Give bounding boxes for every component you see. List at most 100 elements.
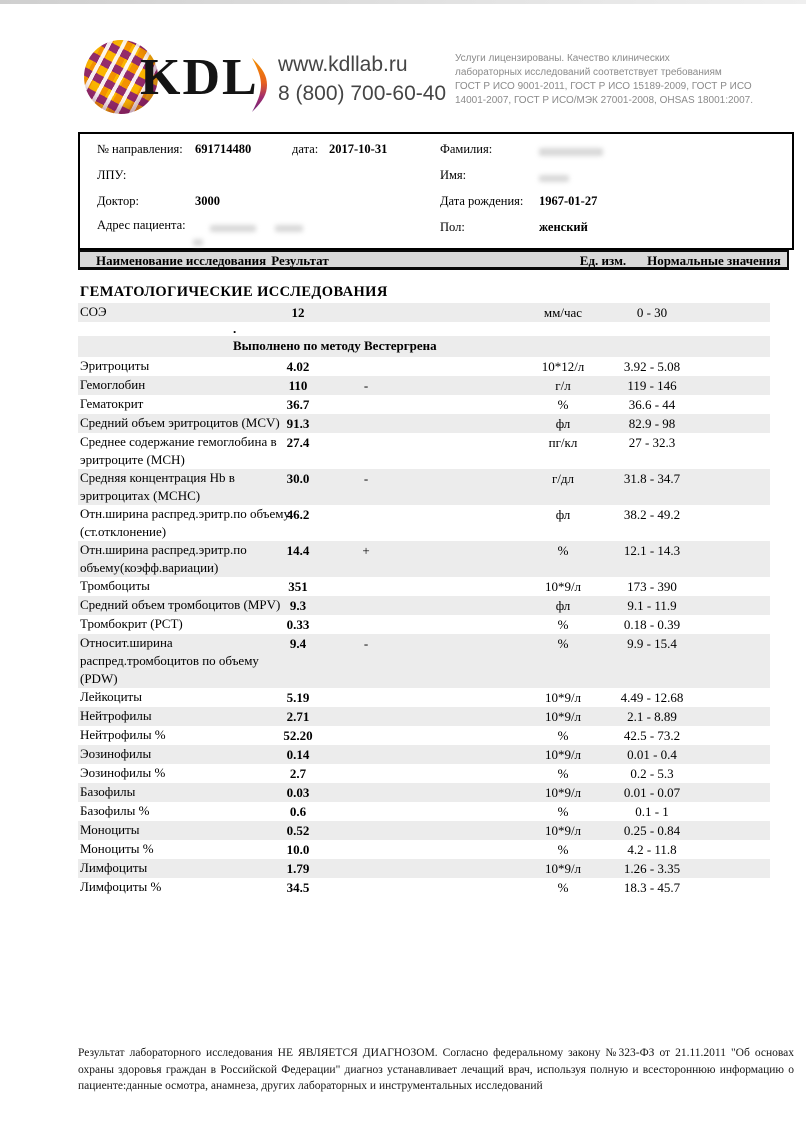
table-row: Базофилы % 0.6 % 0.1 - 1 bbox=[78, 802, 770, 821]
normal-range: 36.6 - 44 bbox=[628, 397, 676, 412]
sex-field: Пол: bbox=[440, 220, 465, 234]
logo-swoosh-icon bbox=[247, 57, 271, 118]
test-name: Отн.ширина распред.эритр.по объему (ст.о… bbox=[80, 506, 290, 539]
firstname-redacted bbox=[539, 170, 569, 185]
table-row: Лимфоциты % 34.5 % 18.3 - 45.7 bbox=[78, 878, 770, 897]
normal-range: 9.1 - 11.9 bbox=[627, 598, 677, 613]
kdl-logo-text: KDL bbox=[140, 49, 259, 106]
test-result: 52.20 bbox=[283, 728, 313, 743]
test-result: 36.7 bbox=[286, 397, 310, 412]
result-flag: - bbox=[363, 378, 369, 393]
redacted-smudge bbox=[210, 224, 256, 232]
test-name: Базофилы % bbox=[80, 803, 150, 818]
referral-value: 691714480 bbox=[195, 142, 252, 156]
comment-row: . bbox=[233, 321, 237, 336]
test-name: Базофилы bbox=[80, 784, 136, 799]
normal-range: 173 - 390 bbox=[627, 579, 677, 594]
scan-edge bbox=[0, 0, 806, 4]
surname-redacted bbox=[539, 144, 603, 159]
table-header-bar: Наименование исследования Результат Ед. … bbox=[78, 250, 789, 270]
column-header-name: Наименование исследования bbox=[96, 253, 267, 268]
lpu-field: ЛПУ: bbox=[97, 168, 127, 182]
test-result: 14.4 bbox=[286, 543, 310, 558]
test-unit: % bbox=[557, 636, 569, 651]
contact-block: www.kdllab.ru 8 (800) 700-60-40 bbox=[278, 50, 446, 108]
table-row: Базофилы 0.03 10*9/л 0.01 - 0.07 bbox=[78, 783, 770, 802]
doctor-value: 3000 bbox=[195, 194, 220, 208]
normal-range: 119 - 146 bbox=[627, 378, 677, 393]
table-row: Лимфоциты 1.79 10*9/л 1.26 - 3.35 bbox=[78, 859, 770, 878]
test-result: 110 bbox=[288, 378, 308, 393]
normal-range: 31.8 - 34.7 bbox=[623, 471, 681, 486]
test-result: 0.33 bbox=[286, 617, 310, 632]
normal-range: 4.49 - 12.68 bbox=[620, 690, 684, 705]
test-unit: 10*9/л bbox=[544, 823, 582, 838]
normal-range: 0 - 30 bbox=[636, 305, 668, 320]
test-name: Эозинофилы % bbox=[80, 765, 166, 780]
certification-text: Услуги лицензированы. Качество клиническ… bbox=[455, 52, 800, 108]
test-unit: фл bbox=[555, 416, 571, 431]
test-unit: 10*9/л bbox=[544, 747, 582, 762]
sex-value: женский bbox=[539, 220, 588, 234]
result-flag: + bbox=[362, 543, 370, 558]
normal-range: 9.9 - 15.4 bbox=[627, 636, 677, 651]
test-unit: % bbox=[557, 842, 569, 857]
patient-info-box: № направления: 691714480 дата: 2017-10-3… bbox=[78, 132, 794, 250]
test-name: Тромбоциты bbox=[80, 578, 150, 593]
test-name: СОЭ bbox=[80, 304, 107, 319]
test-unit: 10*9/л bbox=[544, 579, 582, 594]
normal-range: 38.2 - 49.2 bbox=[623, 507, 681, 522]
test-result: 0.14 bbox=[286, 747, 310, 762]
normal-range: 0.01 - 0.4 bbox=[627, 747, 677, 762]
table-row: Нейтрофилы 2.71 10*9/л 2.1 - 8.89 bbox=[78, 707, 770, 726]
test-result: 27.4 bbox=[286, 435, 310, 450]
test-name: Средняя концентрация Hb в эритроцитах (M… bbox=[80, 470, 235, 503]
table-row: Лейкоциты 5.19 10*9/л 4.49 - 12.68 bbox=[78, 688, 770, 707]
column-header-range: Нормальные значения bbox=[647, 253, 781, 268]
date-value: 2017-10-31 bbox=[329, 142, 388, 156]
certification-line: лабораторных исследований соответствует … bbox=[455, 67, 722, 78]
address-redacted bbox=[210, 220, 304, 235]
test-result: 2.7 bbox=[289, 766, 307, 781]
normal-range: 0.18 - 0.39 bbox=[623, 617, 681, 632]
test-result: 46.2 bbox=[286, 507, 310, 522]
table-row: Тромбоциты 351 10*9/л 173 - 390 bbox=[78, 577, 770, 596]
table-row: Гематокрит 36.7 % 36.6 - 44 bbox=[78, 395, 770, 414]
test-name: Средний объем тромбоцитов (MPV) bbox=[80, 597, 281, 612]
table-row: Эозинофилы 0.14 10*9/л 0.01 - 0.4 bbox=[78, 745, 770, 764]
test-unit: г/дл bbox=[551, 471, 575, 486]
test-name: Моноциты bbox=[80, 822, 140, 837]
table-row: Гемоглобин 110 - г/л 119 - 146 bbox=[78, 376, 770, 395]
normal-range: 42.5 - 73.2 bbox=[623, 728, 681, 743]
test-result: 91.3 bbox=[286, 416, 310, 431]
certification-line: 14001-2007, ГОСТ Р ИСО/МЭК 27001-2008, O… bbox=[455, 95, 754, 106]
certification-line: Услуги лицензированы. Качество клиническ… bbox=[455, 53, 670, 64]
test-name: Лейкоциты bbox=[80, 689, 142, 704]
test-result: 5.19 bbox=[286, 690, 310, 705]
test-result: 9.3 bbox=[289, 598, 307, 613]
test-unit: фл bbox=[555, 507, 571, 522]
table-row: Отн.ширина распред.эритр.по объему(коэфф… bbox=[78, 541, 770, 577]
normal-range: 3.92 - 5.08 bbox=[623, 359, 681, 374]
test-result: 9.4 bbox=[289, 636, 307, 651]
test-name: Лимфоциты % bbox=[80, 879, 162, 894]
result-flag: - bbox=[363, 636, 369, 651]
test-result: 10.0 bbox=[286, 842, 310, 857]
table-row: Эритроциты 4.02 10*12/л 3.92 - 5.08 bbox=[78, 357, 770, 376]
test-name: Отн.ширина распред.эритр.по объему(коэфф… bbox=[80, 542, 247, 575]
normal-range: 12.1 - 14.3 bbox=[623, 543, 681, 558]
redacted-smudge bbox=[539, 174, 569, 182]
test-name: Тромбокрит (PCT) bbox=[80, 616, 183, 631]
test-unit: фл bbox=[555, 598, 571, 613]
test-unit: 10*12/л bbox=[541, 359, 585, 374]
kdl-sphere-logo-icon bbox=[84, 40, 158, 114]
normal-range: 0.01 - 0.07 bbox=[623, 785, 681, 800]
test-unit: 10*9/л bbox=[544, 690, 582, 705]
address-field: Адрес пациента: bbox=[97, 218, 186, 232]
redacted-smudge bbox=[275, 224, 304, 232]
column-header-result: Результат bbox=[271, 253, 329, 268]
test-unit: мм/час bbox=[543, 305, 583, 320]
disclaimer-text: Результат лабораторного исследования НЕ … bbox=[78, 1047, 794, 1092]
results-table: СОЭ 12 мм/час 0 - 30 . Выполнено по метод… bbox=[78, 303, 770, 897]
phone-number: 8 (800) 700-60-40 bbox=[278, 82, 447, 105]
